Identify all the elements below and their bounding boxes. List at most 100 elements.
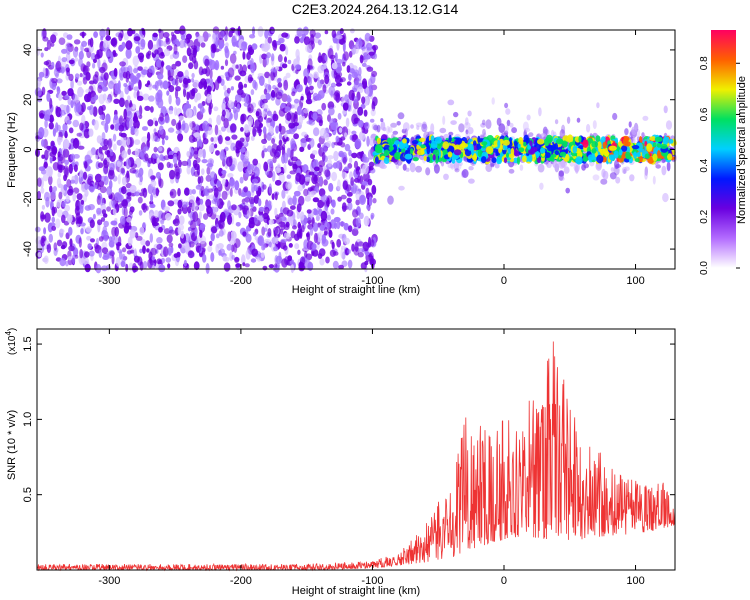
heatmap-cell — [267, 228, 272, 237]
heatmap-cell — [147, 258, 153, 269]
heatmap-cell — [92, 74, 99, 85]
heatmap-cell — [347, 249, 352, 254]
heatmap-cell — [537, 138, 545, 145]
heatmap-cell — [503, 157, 508, 164]
heatmap-cell — [205, 199, 212, 208]
heatmap-cell — [101, 209, 107, 215]
heatmap-cell — [44, 149, 49, 161]
heatmap-cell — [366, 204, 370, 210]
heatmap-cell — [582, 156, 589, 162]
heatmap-cell — [68, 245, 75, 252]
heatmap-cell — [117, 174, 121, 185]
heatmap-cell — [257, 26, 264, 38]
heatmap-cell — [147, 80, 151, 86]
heatmap-cell — [133, 248, 137, 256]
heatmap-cell — [132, 55, 139, 67]
heatmap-cell — [247, 116, 254, 127]
heatmap-cell — [369, 84, 374, 94]
heatmap-cell — [133, 139, 141, 146]
heatmap-cell — [271, 28, 275, 34]
heatmap-cell — [338, 152, 345, 158]
heatmap-cell — [592, 174, 600, 181]
heatmap-cell — [352, 209, 359, 218]
heatmap-cell — [334, 52, 338, 62]
heatmap-cell — [242, 231, 247, 237]
heatmap-cell — [301, 131, 308, 137]
heatmap-cell — [274, 207, 278, 217]
heatmap-cell — [443, 173, 449, 180]
heatmap-cell — [43, 61, 50, 66]
heatmap-cell — [126, 216, 132, 223]
heatmap-cell — [121, 186, 127, 195]
heatmap-cell — [111, 37, 118, 48]
heatmap-cell — [572, 145, 578, 154]
heatmap-cell — [227, 214, 233, 225]
heatmap-cell — [481, 156, 487, 164]
heatmap-cell — [56, 199, 62, 208]
heatmap-cell — [156, 244, 163, 250]
heatmap-cell — [108, 179, 113, 190]
heatmap-cell — [93, 58, 97, 64]
heatmap-cell — [333, 91, 340, 101]
heatmap-cell — [107, 138, 113, 149]
snr-y-unit-base: (x10 — [7, 335, 18, 355]
heatmap-cell — [307, 65, 314, 70]
heatmap-cell — [343, 166, 350, 172]
heatmap-cell — [321, 102, 327, 111]
heatmap-cell — [201, 68, 208, 75]
heatmap-cell — [218, 167, 224, 177]
heatmap-cell — [145, 240, 151, 247]
heatmap-cell — [193, 132, 201, 138]
heatmap-cell — [286, 111, 292, 122]
heatmap-cell — [531, 152, 537, 162]
heatmap-cell — [74, 254, 79, 259]
heatmap-cell — [415, 165, 422, 173]
colorbar-tick-label: 0.8 — [699, 56, 710, 70]
heatmap-cell — [100, 175, 107, 182]
heatmap-cell — [98, 236, 104, 242]
heatmap-cell — [471, 154, 478, 161]
heatmap-cell — [52, 128, 57, 137]
heatmap-cell — [58, 191, 63, 200]
heatmap-cell — [519, 164, 524, 171]
heatmap-cell — [48, 233, 53, 243]
heatmap-cell — [208, 117, 213, 125]
heatmap-cell — [405, 167, 410, 172]
heatmap-cell — [157, 162, 164, 171]
heatmap-cell — [41, 154, 46, 159]
heatmap-cell — [191, 87, 198, 94]
heatmap-cell — [229, 178, 235, 187]
heatmap-cell — [174, 29, 181, 34]
heatmap-cell — [129, 229, 136, 239]
x-tick-label: -100 — [361, 575, 383, 587]
heatmap-cell — [113, 67, 118, 77]
heatmap-cell — [185, 33, 192, 40]
heatmap-cell — [49, 114, 54, 123]
heatmap-cell — [240, 126, 244, 132]
heatmap-cell — [185, 241, 190, 253]
heatmap-cell — [278, 132, 283, 141]
heatmap-cell — [193, 171, 200, 177]
heatmap-cell — [97, 162, 104, 169]
heatmap-cell — [323, 179, 328, 186]
heatmap-cell — [136, 95, 144, 102]
heatmap-cell — [286, 232, 291, 240]
heatmap-cell — [262, 126, 267, 135]
y-tick-label: 40 — [22, 44, 34, 56]
heatmap-cell — [51, 81, 57, 91]
heatmap-cell — [293, 122, 299, 127]
heatmap-cell — [80, 199, 85, 205]
heatmap-cell — [40, 52, 44, 58]
heatmap-cell — [202, 254, 207, 263]
heatmap-cell — [321, 151, 326, 162]
heatmap-cell — [482, 128, 486, 136]
heatmap-cell — [235, 222, 241, 227]
heatmap-cell — [625, 141, 631, 147]
heatmap-cell — [206, 206, 213, 218]
heatmap-cell — [248, 220, 255, 229]
heatmap-cell — [250, 135, 255, 141]
heatmap-cell — [150, 175, 156, 180]
heatmap-cell — [80, 228, 84, 235]
heatmap-cell — [76, 223, 80, 228]
heatmap-cell — [370, 255, 374, 266]
